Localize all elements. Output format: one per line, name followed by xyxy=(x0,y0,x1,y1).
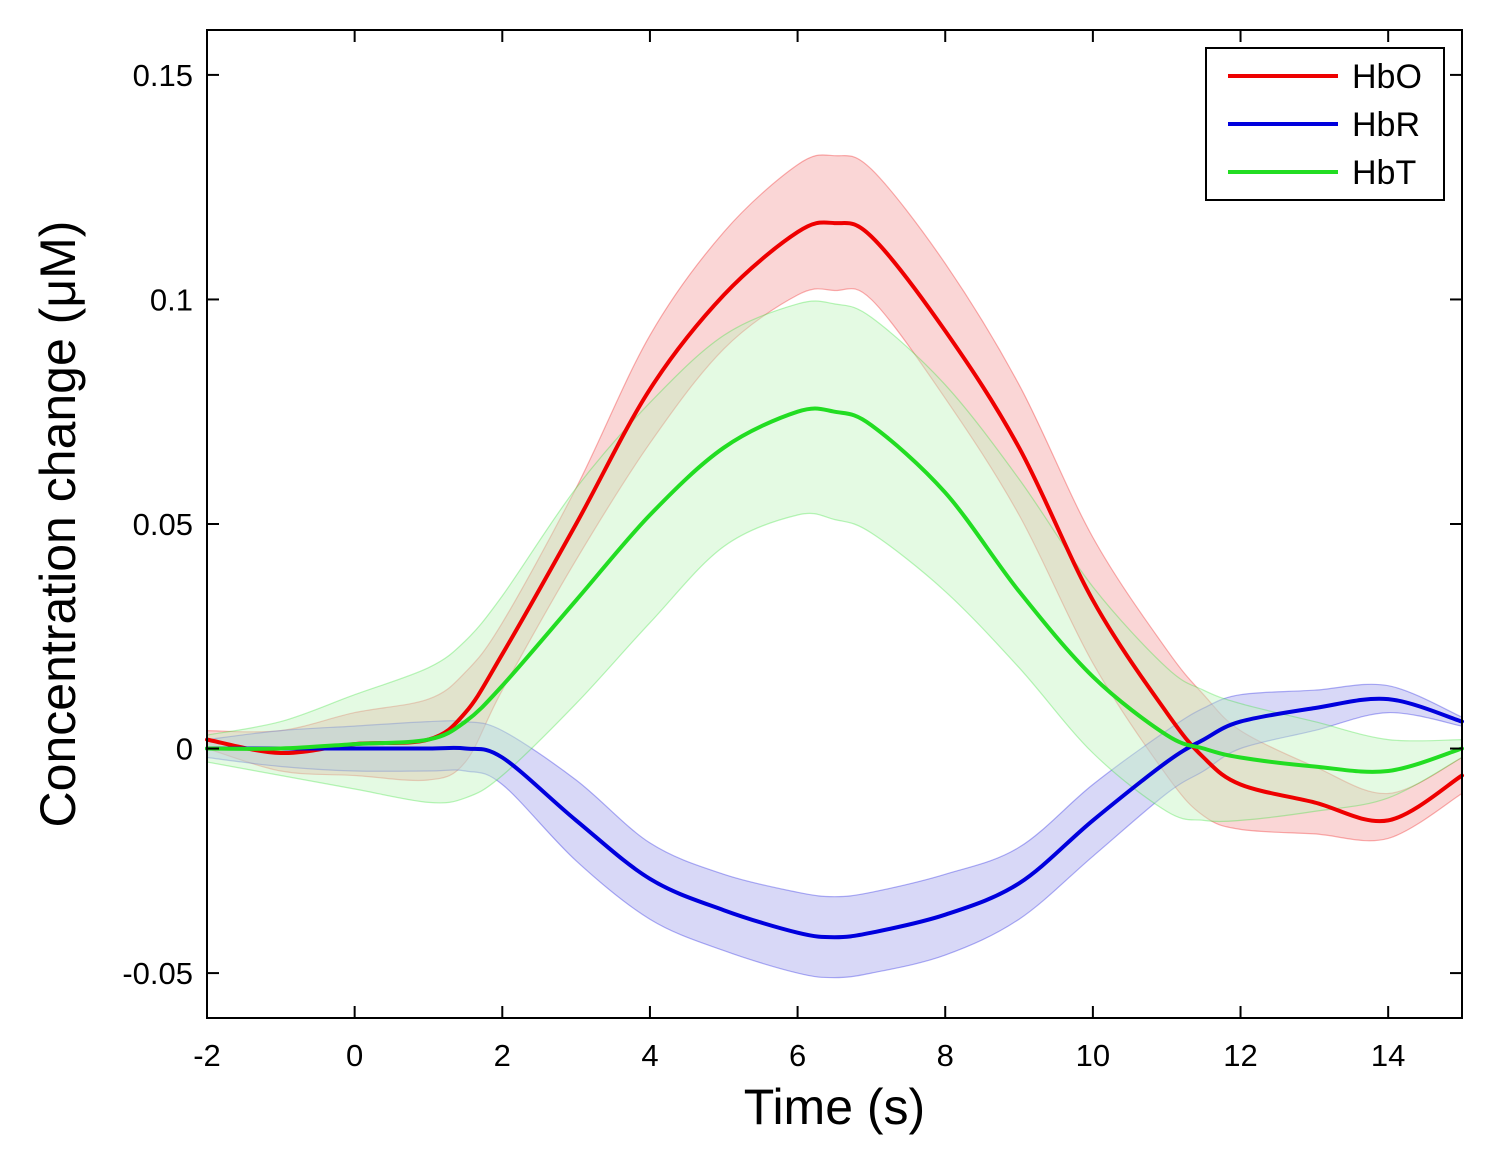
legend-label-hbo: HbO xyxy=(1352,58,1422,96)
legend: HbO HbR HbT xyxy=(1205,47,1445,201)
y-axis-label: Concentration change (μM) xyxy=(30,221,86,828)
x-tick-label: -2 xyxy=(193,1038,221,1073)
x-tick-label: 6 xyxy=(789,1038,806,1073)
y-axis: -0.05 0 0.05 0.1 0.15 xyxy=(122,58,1462,991)
x-tick-label: 2 xyxy=(494,1038,511,1073)
x-axis: -2 0 2 4 6 8 10 12 14 xyxy=(193,30,1405,1073)
x-tick-label: 10 xyxy=(1076,1038,1110,1073)
y-tick-label: 0.15 xyxy=(133,58,193,93)
hbt-line xyxy=(205,406,1464,774)
legend-label-hbt: HbT xyxy=(1352,154,1416,192)
y-tick-label: 0.1 xyxy=(150,282,193,317)
legend-label-hbr: HbR xyxy=(1352,106,1420,144)
x-tick-label: 12 xyxy=(1223,1038,1257,1073)
x-tick-label: 8 xyxy=(937,1038,954,1073)
confidence-bands xyxy=(206,154,1463,979)
y-tick-label: 0.05 xyxy=(133,507,193,542)
hbo-line xyxy=(205,220,1464,824)
hbr-line xyxy=(205,696,1464,940)
x-axis-label: Time (s) xyxy=(744,1079,925,1135)
y-tick-label: -0.05 xyxy=(122,956,193,991)
x-tick-label: 0 xyxy=(346,1038,363,1073)
x-tick-label: 4 xyxy=(641,1038,658,1073)
x-tick-label: 14 xyxy=(1371,1038,1405,1073)
series-lines xyxy=(205,220,1464,940)
y-tick-label: 0 xyxy=(176,732,193,767)
